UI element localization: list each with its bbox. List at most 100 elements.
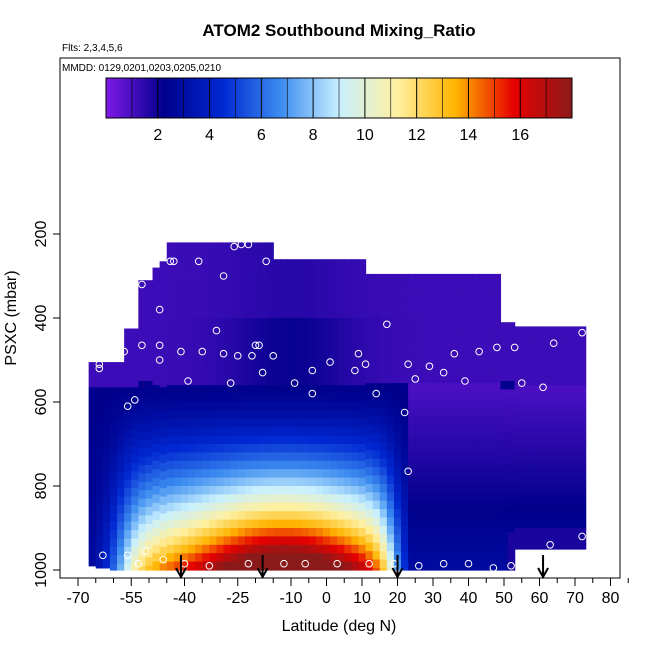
heatmap-cell <box>202 343 210 353</box>
heatmap-cell <box>401 307 409 317</box>
heatmap-cell <box>152 376 161 386</box>
heatmap-cell <box>422 450 431 460</box>
heatmap-cell <box>287 427 296 437</box>
heatmap-cell <box>393 324 402 334</box>
heatmap-cell <box>88 513 97 523</box>
heatmap-cell <box>543 385 551 395</box>
heatmap-cell <box>472 534 480 544</box>
heatmap-cell <box>472 509 480 519</box>
heatmap-cell <box>209 385 218 395</box>
observation-point <box>269 352 278 360</box>
heatmap-cell <box>479 551 487 561</box>
heatmap-cell <box>535 536 544 546</box>
heatmap-cell <box>472 458 480 468</box>
heatmap-cell <box>330 561 338 571</box>
heatmap-cell <box>450 425 459 435</box>
heatmap-cell <box>386 332 395 342</box>
heatmap-cell <box>571 343 580 353</box>
heatmap-cell <box>180 460 189 470</box>
heatmap-cell <box>273 334 281 344</box>
heatmap-cell <box>464 332 473 342</box>
y-tick-label: 800 <box>33 473 50 500</box>
heatmap-cell <box>550 502 558 512</box>
heatmap-cell <box>386 349 395 359</box>
heatmap-cell <box>244 544 253 554</box>
heatmap-cell <box>251 284 260 294</box>
heatmap-cell <box>230 418 239 428</box>
heatmap-cell <box>493 408 502 418</box>
heatmap-cell <box>550 528 558 537</box>
heatmap-cell <box>379 559 388 569</box>
heatmap-cell <box>88 454 97 464</box>
heatmap-cell <box>351 427 360 437</box>
heatmap-cell <box>457 299 466 309</box>
heatmap-cell <box>315 343 324 353</box>
heatmap-cell <box>166 284 175 294</box>
heatmap-cell <box>535 393 544 403</box>
heatmap-cell <box>273 385 281 395</box>
heatmap-cell <box>330 284 338 294</box>
heatmap-cell <box>379 475 388 485</box>
heatmap-cell <box>216 250 225 260</box>
heatmap-cell <box>223 343 232 353</box>
heatmap-cell <box>486 383 494 393</box>
observation-point <box>155 305 164 314</box>
observation-point <box>361 360 370 369</box>
heatmap-cell <box>251 444 260 453</box>
heatmap-cell <box>372 567 381 571</box>
heatmap-cell <box>259 418 267 428</box>
heatmap-cell <box>379 450 388 460</box>
heatmap-cell <box>266 385 274 395</box>
heatmap-cell <box>379 383 388 393</box>
heatmap-cell <box>195 452 203 462</box>
heatmap-cell <box>230 276 239 285</box>
heatmap-cell <box>244 376 253 386</box>
heatmap-cell <box>259 477 267 487</box>
heatmap-cell <box>535 351 544 361</box>
observation-point <box>439 368 448 377</box>
heatmap-cell <box>408 299 416 309</box>
heatmap-cell <box>493 500 502 510</box>
heatmap-cell <box>535 402 544 411</box>
heatmap-cell <box>493 425 502 435</box>
heatmap-cell <box>571 326 580 336</box>
heatmap-cell <box>195 536 203 546</box>
heatmap-cell <box>479 324 487 334</box>
heatmap-cell <box>202 259 210 269</box>
heatmap-cell <box>188 460 196 470</box>
heatmap-cell <box>237 494 246 504</box>
heatmap-cell <box>393 500 402 510</box>
heatmap-cell <box>493 383 502 393</box>
heatmap-cell <box>358 284 367 294</box>
heatmap-cell <box>436 357 445 367</box>
heatmap-cell <box>124 328 132 338</box>
heatmap-cell <box>557 511 565 521</box>
heatmap-cell <box>145 540 154 550</box>
heatmap-cell <box>408 282 416 292</box>
heatmap-cell <box>450 366 459 376</box>
heatmap-cell <box>294 519 303 529</box>
heatmap-cell <box>88 479 97 489</box>
heatmap-cell <box>436 416 445 426</box>
heatmap-cell <box>386 366 395 376</box>
heatmap-cell <box>543 460 551 470</box>
heatmap-cell <box>244 460 253 470</box>
heatmap-cell <box>216 393 225 403</box>
heatmap-cell <box>379 324 388 334</box>
heatmap-cell <box>244 309 253 319</box>
heatmap-cell <box>294 469 303 479</box>
heatmap-cell <box>195 376 203 386</box>
heatmap-cell <box>308 528 317 537</box>
heatmap-cell <box>330 385 338 395</box>
heatmap-cell <box>315 502 324 512</box>
heatmap-cell <box>578 360 587 369</box>
heatmap-cell <box>330 536 338 546</box>
heatmap-cell <box>95 488 104 498</box>
heatmap-cell <box>422 467 431 477</box>
heatmap-cell <box>486 509 494 519</box>
heatmap-cell <box>379 349 388 359</box>
heatmap-cell <box>450 483 459 493</box>
heatmap-cell <box>173 326 182 336</box>
heatmap-cell <box>138 372 147 382</box>
heatmap-cell <box>287 544 296 554</box>
